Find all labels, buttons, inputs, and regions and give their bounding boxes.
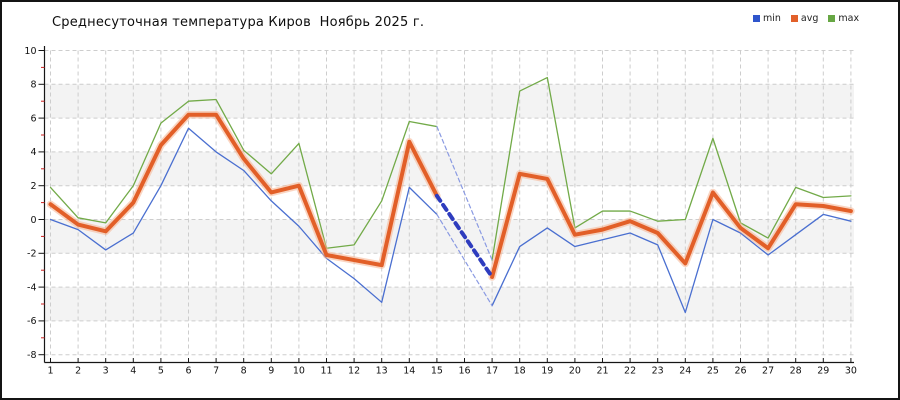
- svg-text:22: 22: [624, 366, 636, 377]
- svg-text:10: 10: [24, 46, 36, 57]
- svg-text:14: 14: [403, 366, 415, 377]
- svg-text:29: 29: [817, 366, 829, 377]
- svg-text:23: 23: [652, 366, 664, 377]
- svg-text:27: 27: [762, 366, 774, 377]
- svg-text:26: 26: [734, 366, 746, 377]
- svg-text:8: 8: [30, 80, 36, 91]
- svg-text:13: 13: [376, 366, 388, 377]
- svg-text:15: 15: [431, 366, 443, 377]
- svg-text:-6: -6: [27, 316, 36, 327]
- legend-label-max: max: [838, 13, 860, 24]
- legend: min avg max: [753, 14, 859, 24]
- svg-text:3: 3: [103, 366, 109, 377]
- svg-text:-2: -2: [27, 249, 36, 260]
- svg-text:1: 1: [47, 366, 53, 377]
- svg-text:-8: -8: [27, 350, 36, 361]
- svg-text:7: 7: [213, 366, 219, 377]
- svg-text:8: 8: [241, 366, 247, 377]
- svg-text:2: 2: [75, 366, 81, 377]
- legend-swatch-avg: [790, 15, 798, 23]
- chart-title: Среднесуточная температура Киров Ноябрь …: [52, 15, 425, 30]
- svg-text:30: 30: [845, 366, 857, 377]
- svg-text:21: 21: [596, 366, 608, 377]
- svg-text:18: 18: [514, 366, 526, 377]
- svg-text:0: 0: [30, 215, 36, 226]
- svg-text:6: 6: [30, 113, 36, 124]
- svg-text:12: 12: [348, 366, 360, 377]
- svg-text:25: 25: [707, 366, 719, 377]
- legend-swatch-max: [828, 15, 836, 23]
- svg-text:19: 19: [541, 366, 553, 377]
- svg-text:6: 6: [185, 366, 191, 377]
- svg-text:2: 2: [30, 181, 36, 192]
- svg-text:20: 20: [569, 366, 581, 377]
- svg-text:4: 4: [30, 147, 36, 158]
- svg-text:5: 5: [158, 366, 164, 377]
- legend-item-max: max: [828, 14, 859, 24]
- legend-item-avg: avg: [790, 13, 819, 24]
- svg-text:10: 10: [293, 366, 305, 377]
- legend-swatch-min: [753, 15, 760, 23]
- svg-text:11: 11: [320, 366, 332, 377]
- svg-text:-4: -4: [27, 282, 36, 293]
- svg-text:4: 4: [130, 366, 136, 377]
- svg-text:17: 17: [486, 366, 498, 377]
- legend-item-min: min: [753, 14, 781, 24]
- svg-text:16: 16: [458, 366, 470, 377]
- legend-label-avg: avg: [800, 13, 819, 24]
- svg-text:28: 28: [790, 366, 802, 377]
- svg-text:9: 9: [268, 366, 274, 377]
- legend-label-min: min: [763, 13, 781, 24]
- svg-text:24: 24: [679, 366, 691, 377]
